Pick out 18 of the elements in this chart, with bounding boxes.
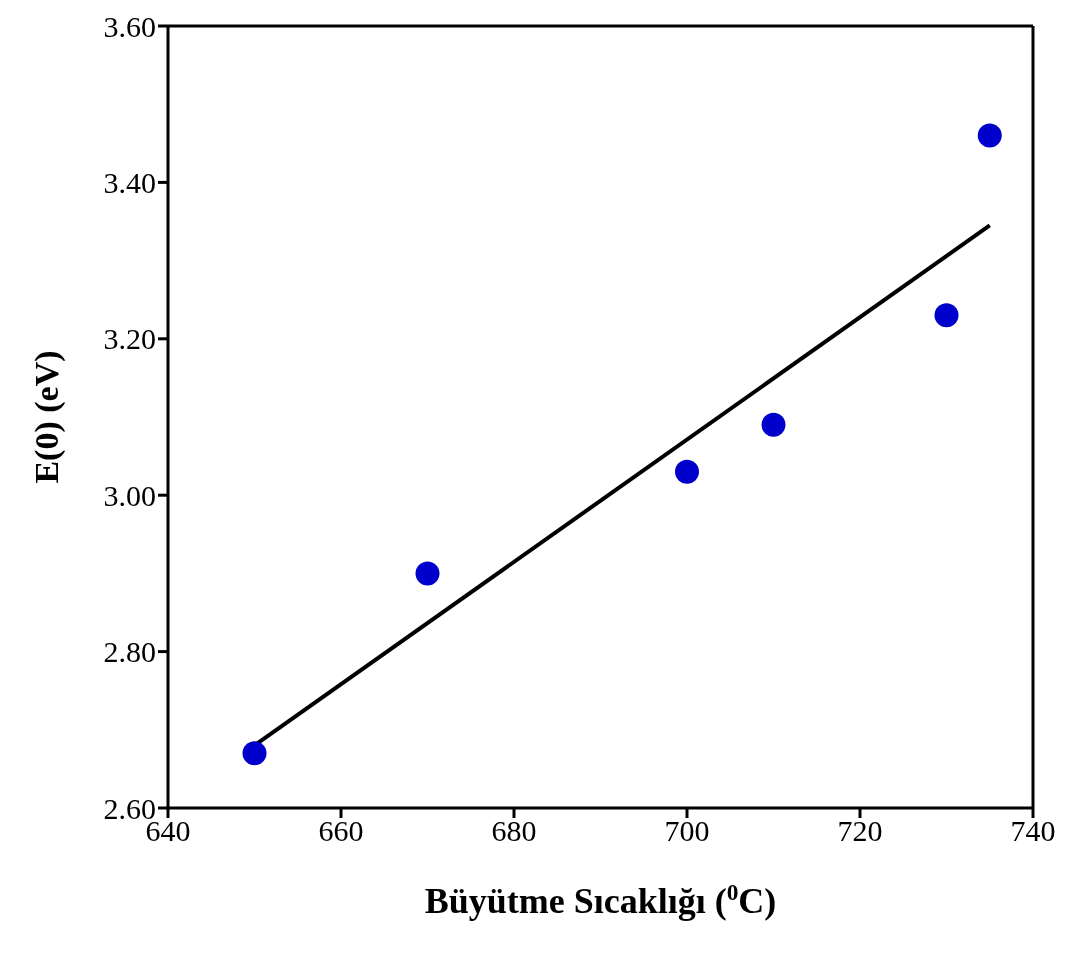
point	[675, 459, 699, 484]
point	[242, 741, 267, 766]
point	[761, 412, 786, 437]
x-tick-label: 680	[491, 814, 537, 848]
x-axis-title: Büyütme Sıcaklığı ($^{0}$C)	[424, 879, 777, 921]
point	[934, 303, 959, 328]
y-tick-label: 3.40	[103, 166, 156, 200]
y-tick-label: 3.20	[103, 322, 156, 356]
y-tick-label: 3.60	[103, 9, 156, 43]
x-tick-label: 700	[664, 814, 710, 848]
point	[415, 561, 440, 586]
x-tick-label: 660	[318, 814, 364, 848]
x-tick-label: 740	[1010, 814, 1056, 848]
x-tick-label: 720	[837, 814, 883, 848]
y-tick-label: 2.80	[103, 635, 156, 669]
point	[977, 123, 1002, 148]
y-tick-label: 3.00	[103, 478, 156, 512]
y-axis-title: E(0) (eV)	[28, 350, 66, 484]
